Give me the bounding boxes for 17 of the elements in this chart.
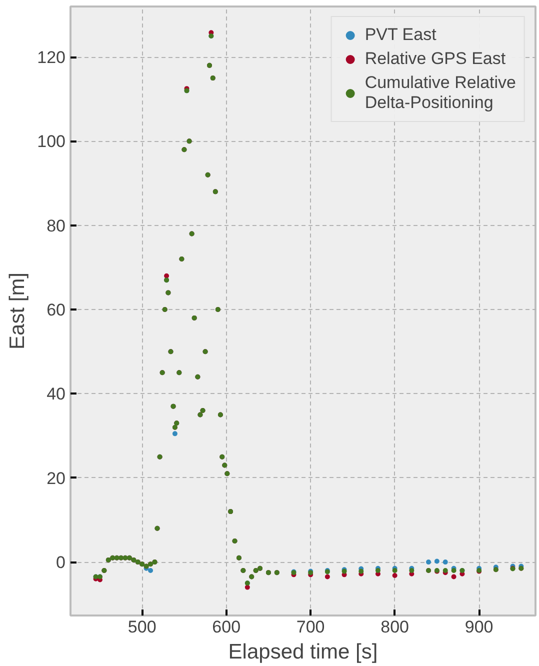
y-tick-label: 120: [37, 48, 66, 68]
x-tick-label: 500: [128, 618, 156, 636]
x-tick-label: 900: [464, 618, 494, 636]
y-tick-label: 80: [46, 216, 66, 236]
legend-label: Relative GPS East: [364, 49, 506, 69]
x-tick-label: 600: [212, 618, 241, 636]
y-tick-label: 0: [56, 553, 66, 572]
y-axis-title: East [m]: [6, 272, 30, 350]
x-tick-label: 700: [296, 618, 325, 636]
y-tick-label: 60: [46, 300, 66, 320]
legend-label: Cumulative Relative Delta-Positioning: [364, 73, 516, 113]
x-tick-label: 800: [380, 618, 410, 636]
y-tick-label: 40: [46, 384, 66, 404]
y-tick-label: 100: [37, 132, 66, 152]
legend-label: PVT East: [364, 25, 436, 45]
y-tick-label: 20: [46, 468, 66, 488]
x-axis-title: Elapsed time [s]: [228, 640, 378, 664]
